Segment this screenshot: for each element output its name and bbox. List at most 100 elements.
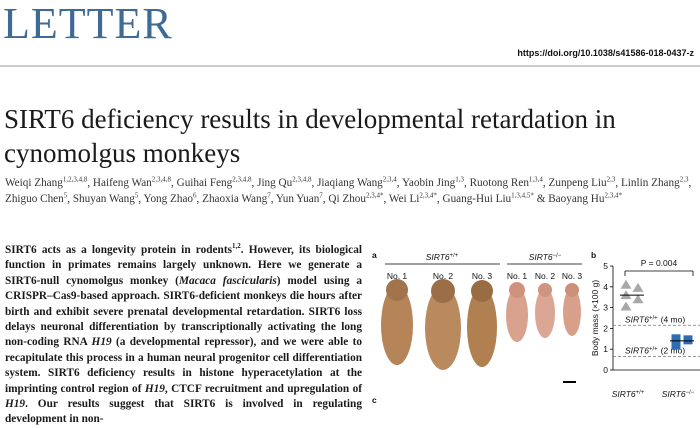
author-affiliation: 2,3,4* — [419, 190, 437, 199]
gene-name: SIRT6 — [426, 252, 450, 262]
author-name: Linlin Zhang — [620, 177, 680, 189]
author-affiliation: 2,3,4,8 — [151, 175, 172, 184]
y-tick-label: 1 — [603, 344, 608, 354]
author-name: Yong Zhao — [143, 192, 194, 205]
reference-label: SIRT6+/+ (4 mo) — [625, 314, 685, 324]
data-point — [632, 282, 644, 292]
age-note: (4 mo) — [661, 314, 686, 324]
author-name: Jiaqiang Wang — [317, 177, 383, 189]
animal-label: No. 2 — [433, 271, 454, 281]
data-point — [620, 279, 632, 289]
author-name: Wei Li — [388, 192, 420, 205]
author-separator: , — [251, 177, 258, 189]
group-label: SIRT6−/− — [529, 252, 562, 262]
monkey-photo — [506, 288, 528, 342]
author-affiliation: 2,3,4* — [604, 190, 622, 199]
author-separator: , — [688, 177, 692, 189]
p-value: P = 0.004 — [641, 258, 678, 268]
abstract-text: . However, its biological function in pr… — [5, 244, 362, 287]
author-separator: , — [436, 192, 443, 205]
author-name: Zhiguo Chen — [5, 192, 64, 205]
abstract-text: H19 — [5, 398, 26, 411]
author-name: Zunpeng Liu — [548, 177, 607, 189]
panel-label: a — [372, 250, 377, 260]
author-separator: , — [322, 192, 329, 205]
monkey-photo — [431, 279, 455, 303]
panel-label: b — [591, 250, 596, 260]
abstract-text: 1,2 — [232, 242, 241, 251]
author-list: Weiqi Zhang1,2,3,4,8, Haifeng Wan2,3,4,8… — [5, 176, 695, 207]
gene-name: SIRT6 — [625, 345, 649, 355]
animal-label: No. 3 — [472, 271, 493, 281]
data-point — [671, 334, 681, 344]
y-axis-label: Body mass (×100 g) — [590, 280, 600, 356]
author-separator: , — [171, 177, 177, 189]
animal-label: No. 2 — [535, 271, 556, 281]
author-name: Haifeng Wan — [92, 177, 152, 189]
genotype: +/+ — [649, 346, 658, 352]
author-separator: , — [615, 177, 621, 189]
author-separator: , — [383, 192, 389, 205]
author-affiliation: 2,3,4 — [382, 175, 397, 184]
author-affiliation: 1,2,3,4,8 — [62, 175, 88, 184]
y-tick-label: 4 — [603, 282, 608, 292]
genotype: +/+ — [450, 253, 459, 259]
author-affiliation: 2,3 — [606, 175, 616, 184]
monkey-photos — [381, 263, 694, 383]
author-separator: , — [463, 177, 470, 189]
monkey-photo — [563, 288, 581, 336]
y-tick-label: 2 — [603, 323, 608, 333]
animal-label: No. 3 — [562, 271, 583, 281]
author-name: Zhaoxia Wang — [202, 192, 268, 205]
y-tick-label: 3 — [603, 303, 608, 313]
abstract-text: ) model using a CRISPR–Cas9-based approa… — [5, 274, 362, 349]
abstract-text: H19 — [91, 336, 112, 349]
abstract-text: Macaca fascicularis — [178, 274, 277, 287]
author-name: Qi Zhou — [328, 192, 366, 205]
author-affiliation: 2,3,4,8 — [232, 175, 252, 184]
animal-label: No. 1 — [387, 271, 408, 281]
genotype: −/− — [553, 253, 562, 259]
abstract: SIRT6 acts as a longevity protein in rod… — [5, 243, 362, 428]
age-note: (2 mo) — [661, 345, 686, 355]
author-separator: , — [138, 192, 144, 205]
author-name: Shuyan Wang — [72, 192, 135, 205]
gene-name: SIRT6 — [529, 252, 553, 262]
author-affiliation: 1,3,4,5* — [511, 190, 534, 199]
author-separator: , — [67, 192, 73, 205]
gene-name: SIRT6 — [662, 389, 686, 399]
author-name: Yaobin Jing — [401, 177, 456, 189]
monkey-photo — [471, 280, 493, 302]
author-name: Guihai Feng — [176, 177, 233, 189]
monkey-photo — [535, 288, 555, 338]
x-tick-label: SIRT6−/− — [662, 389, 695, 399]
author-separator: & — [533, 192, 549, 205]
author-name: Weiqi Zhang — [5, 177, 63, 189]
author-separator: , — [270, 192, 276, 205]
author-separator: , — [87, 177, 93, 189]
abstract-text: . Our results suggest that SIRT6 is invo… — [5, 398, 362, 426]
author-separator: , — [311, 177, 318, 189]
genotype: +/+ — [649, 315, 658, 321]
author-affiliation: 6 — [193, 190, 197, 199]
author-affiliation: 5 — [134, 190, 139, 199]
author-affiliation: 2,3,4* — [366, 190, 384, 199]
author-separator: , — [542, 177, 549, 189]
author-name: Guang-Hui Liu — [442, 192, 512, 205]
author-affiliation: 1,3 — [455, 175, 464, 184]
monkey-photo — [425, 286, 461, 370]
author-affiliation: 7 — [267, 190, 271, 199]
author-name: Jing Qu — [257, 177, 293, 189]
author-name: Yun Yuan — [275, 192, 320, 205]
section-label: LETTER — [3, 0, 173, 48]
monkey-photo — [386, 279, 408, 301]
x-tick-label: SIRT6+/+ — [612, 389, 645, 399]
author-name: Ruotong Ren — [469, 177, 529, 189]
animal-label: No. 1 — [507, 271, 528, 281]
panel-label: c — [372, 395, 377, 405]
author-name: Baoyang Hu — [548, 192, 605, 205]
monkey-photo — [467, 287, 497, 367]
monkey-photo — [538, 283, 552, 297]
